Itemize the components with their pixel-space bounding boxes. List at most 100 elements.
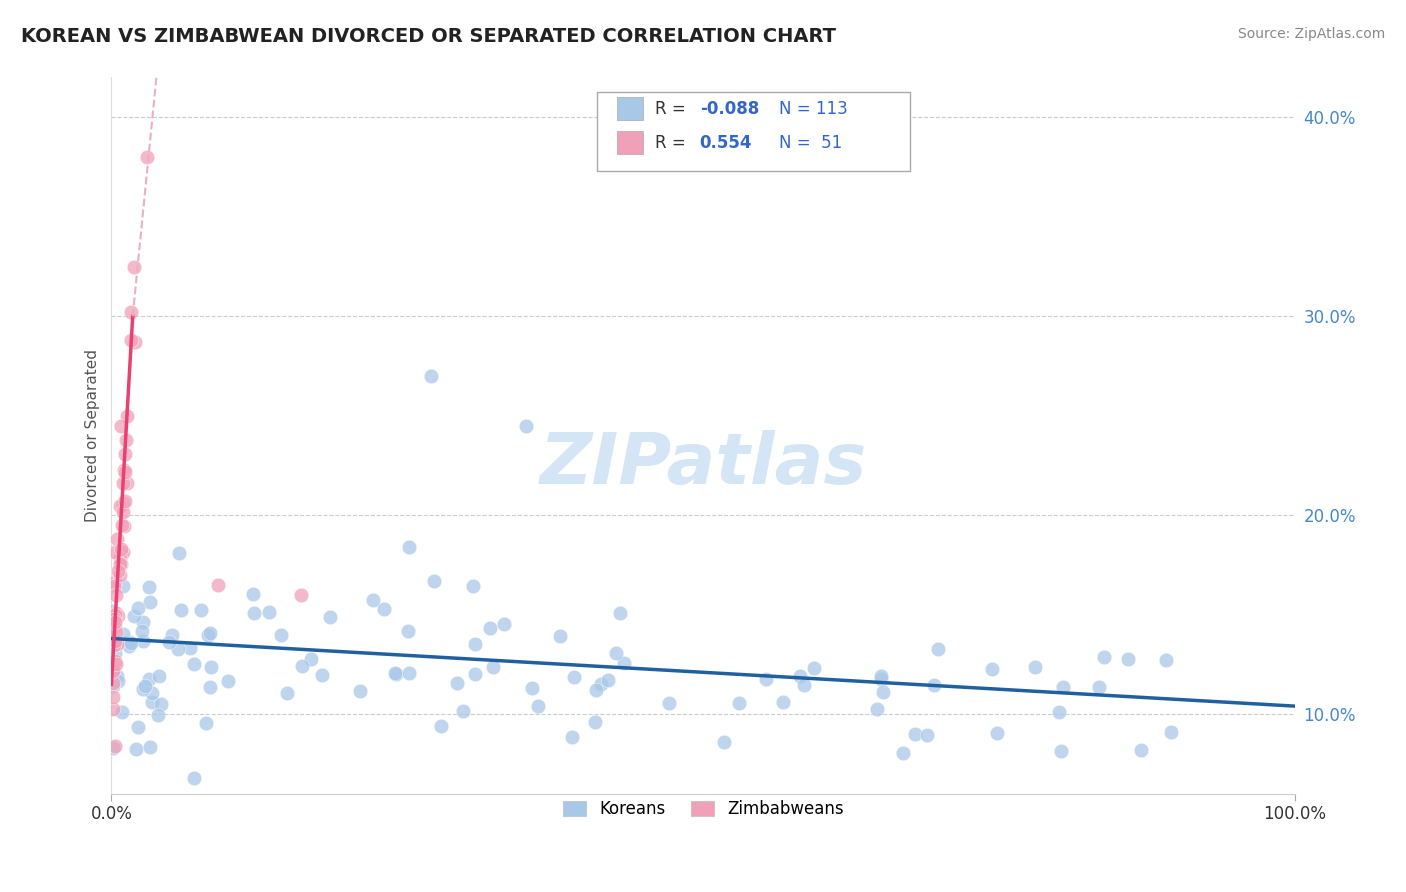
Point bbox=[446, 676, 468, 690]
Point bbox=[190, 603, 212, 617]
Legend: Koreans, Zimbabweans: Koreans, Zimbabweans bbox=[555, 793, 851, 825]
Point bbox=[276, 686, 298, 700]
Point bbox=[915, 728, 938, 742]
Point bbox=[110, 542, 132, 557]
Point bbox=[105, 637, 128, 651]
Point bbox=[105, 532, 128, 546]
Text: KOREAN VS ZIMBABWEAN DIVORCED OR SEPARATED CORRELATION CHART: KOREAN VS ZIMBABWEAN DIVORCED OR SEPARAT… bbox=[21, 27, 837, 45]
Point bbox=[319, 610, 342, 624]
Point bbox=[1088, 680, 1111, 694]
Point bbox=[398, 665, 420, 680]
Point bbox=[548, 629, 571, 643]
Point bbox=[398, 540, 420, 554]
Point bbox=[117, 639, 139, 653]
Point bbox=[986, 725, 1008, 739]
Text: Source: ZipAtlas.com: Source: ZipAtlas.com bbox=[1237, 27, 1385, 41]
Point bbox=[114, 433, 136, 447]
Point bbox=[104, 545, 127, 559]
Point bbox=[114, 465, 136, 479]
Point bbox=[290, 588, 312, 602]
Point bbox=[728, 696, 751, 710]
Point bbox=[139, 740, 162, 755]
Point bbox=[108, 568, 131, 582]
FancyBboxPatch shape bbox=[596, 92, 910, 170]
Point bbox=[115, 476, 138, 491]
Point bbox=[1130, 743, 1153, 757]
Point bbox=[107, 564, 129, 578]
Point bbox=[101, 679, 124, 693]
Point bbox=[103, 638, 125, 652]
Point bbox=[141, 695, 163, 709]
Text: N =  51: N = 51 bbox=[779, 134, 842, 152]
Point bbox=[461, 579, 484, 593]
Point bbox=[103, 612, 125, 626]
Point bbox=[101, 635, 124, 649]
Point bbox=[1050, 743, 1073, 757]
Point bbox=[139, 595, 162, 609]
Point bbox=[891, 747, 914, 761]
Point bbox=[866, 701, 889, 715]
Point bbox=[451, 705, 474, 719]
Point bbox=[803, 661, 825, 675]
Point bbox=[1092, 649, 1115, 664]
Point bbox=[138, 580, 160, 594]
Point bbox=[589, 677, 612, 691]
Point bbox=[311, 668, 333, 682]
Point bbox=[112, 463, 135, 477]
Point bbox=[658, 696, 681, 710]
Point bbox=[613, 656, 636, 670]
Point bbox=[105, 637, 128, 651]
Point bbox=[110, 547, 132, 561]
Point bbox=[104, 588, 127, 602]
Point bbox=[598, 673, 620, 688]
Point bbox=[127, 720, 149, 734]
Point bbox=[125, 742, 148, 756]
Point bbox=[609, 606, 631, 620]
Point bbox=[183, 657, 205, 671]
Point bbox=[430, 719, 453, 733]
Text: ZIPatlas: ZIPatlas bbox=[540, 430, 868, 499]
Point bbox=[122, 609, 145, 624]
Point bbox=[605, 646, 627, 660]
Point bbox=[104, 575, 127, 590]
Point bbox=[207, 578, 229, 592]
Point bbox=[585, 682, 607, 697]
Point bbox=[217, 674, 239, 689]
Point bbox=[870, 669, 893, 683]
Point bbox=[270, 628, 292, 642]
Point bbox=[105, 657, 128, 672]
Point bbox=[120, 333, 142, 347]
Point bbox=[583, 714, 606, 729]
Point bbox=[384, 665, 406, 680]
Point bbox=[200, 660, 222, 674]
Point bbox=[101, 604, 124, 618]
Point bbox=[107, 669, 129, 683]
FancyBboxPatch shape bbox=[617, 97, 643, 120]
Point bbox=[101, 740, 124, 755]
Point bbox=[104, 646, 127, 660]
Point bbox=[101, 664, 124, 678]
Text: R =: R = bbox=[655, 100, 690, 118]
Point bbox=[149, 697, 172, 711]
Point bbox=[141, 686, 163, 700]
Point bbox=[101, 690, 124, 705]
Point bbox=[904, 727, 927, 741]
Point bbox=[195, 716, 218, 731]
Point bbox=[423, 574, 446, 588]
Point bbox=[124, 260, 146, 275]
Point bbox=[1024, 660, 1046, 674]
Point bbox=[1156, 653, 1178, 667]
Point bbox=[111, 476, 134, 491]
Point bbox=[104, 624, 127, 639]
Point bbox=[103, 579, 125, 593]
Point bbox=[169, 603, 191, 617]
Point bbox=[111, 496, 134, 510]
Point bbox=[112, 519, 135, 533]
Point bbox=[101, 702, 124, 716]
Point bbox=[515, 418, 537, 433]
Point bbox=[1052, 681, 1074, 695]
Point bbox=[138, 673, 160, 687]
Point bbox=[420, 368, 443, 383]
Point bbox=[872, 684, 894, 698]
Point bbox=[478, 621, 501, 635]
